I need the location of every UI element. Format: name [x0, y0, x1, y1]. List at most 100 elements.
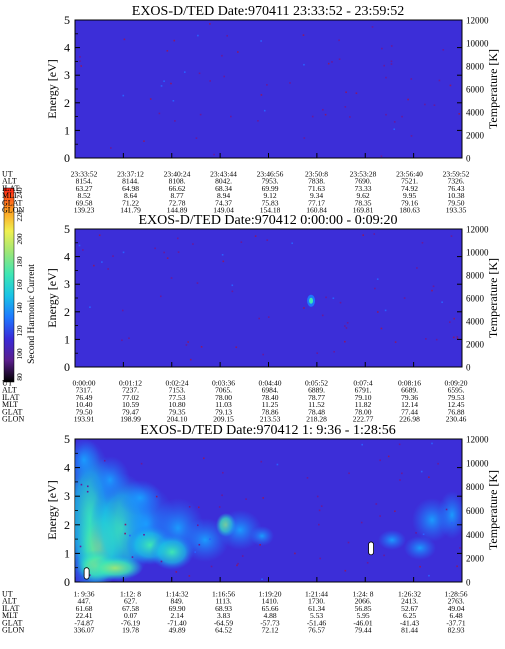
- table-cell: 79.53: [448, 393, 465, 402]
- noise-speck: [394, 510, 396, 513]
- colorbar-tick-label: 80: [15, 373, 24, 381]
- table-row-label: GLAT: [2, 407, 23, 416]
- table-cell: 78.00: [355, 407, 372, 416]
- table-cell: 49.89: [169, 626, 186, 635]
- table-cell: 11.03: [215, 400, 232, 409]
- noise-speck: [435, 338, 438, 341]
- table-row-label: GLAT: [2, 618, 23, 627]
- table-cell: 69.58: [76, 198, 93, 207]
- panel-3-title: EXOS-D/TED Date:970412 1: 9:36 - 1:28:56: [140, 423, 395, 438]
- noise-speck: [306, 477, 309, 479]
- noise-speck: [344, 569, 347, 572]
- noise-speck: [331, 61, 333, 63]
- noise-speck: [231, 290, 234, 293]
- noise-speck: [174, 120, 176, 122]
- noise-speck: [175, 571, 178, 573]
- noise-speck: [385, 76, 387, 79]
- y-tick-label: 5: [64, 13, 70, 27]
- table-cell: 627.: [124, 597, 137, 606]
- noise-speck: [362, 234, 365, 236]
- y2-tick-label: 6000: [466, 85, 485, 95]
- y-tick-label: 1: [64, 546, 70, 560]
- table-cell: 226.98: [399, 415, 420, 424]
- table-cell: 78.77: [308, 393, 325, 402]
- table-cell: 0:03:36: [212, 379, 235, 388]
- noise-speck: [431, 442, 433, 445]
- noise-speck: [261, 578, 263, 581]
- table-cell: 64.52: [215, 626, 232, 635]
- table-cell: 193.35: [446, 206, 467, 215]
- noise-speck: [375, 503, 378, 505]
- table-cell: 1:21:44: [305, 590, 328, 599]
- table-cell: 1:26:32: [398, 590, 421, 599]
- table-cell: 230.46: [446, 415, 467, 424]
- panel-2-orbit-table: UT 0:00:00 0:01:12 0:02:24 0:03:36 0:04:40 0:0…: [2, 379, 468, 424]
- panel-2: EXOS-D/TED Date:970412 0:00:00 - 0:09:20…: [2, 213, 500, 424]
- y-tick-label: 4: [64, 41, 70, 55]
- noise-speck: [424, 103, 426, 106]
- panel-2-ylabel-right: Temperature [K]: [486, 258, 500, 338]
- y-tick-label: 1: [64, 332, 70, 346]
- table-cell: 75.83: [262, 198, 279, 207]
- noise-speck: [383, 64, 386, 67]
- noise-speck: [390, 45, 393, 47]
- noise-speck: [258, 317, 260, 320]
- noise-speck: [121, 339, 123, 342]
- noise-speck: [456, 336, 459, 338]
- table-cell: 79.13: [215, 407, 232, 416]
- noise-speck: [410, 135, 413, 137]
- noise-speck: [121, 309, 124, 312]
- noise-speck: [456, 565, 458, 568]
- table-cell: 11.52: [308, 400, 325, 409]
- table-cell: 7838.: [308, 177, 325, 186]
- noise-speck: [338, 39, 340, 42]
- table-cell: 7521.: [401, 177, 418, 186]
- panel-2-title: EXOS-D/TED Date:970412 0:00:00 - 0:09:20: [139, 213, 398, 228]
- noise-speck: [415, 532, 417, 534]
- table-row-label: GLON: [2, 626, 24, 635]
- table-cell: 78.40: [262, 393, 279, 402]
- noise-speck: [319, 557, 322, 560]
- table-cell: 77.17: [308, 198, 325, 207]
- y2-tick-label: 4000: [466, 317, 485, 327]
- noise-speck: [198, 506, 200, 509]
- y2-tick-label: 4000: [466, 108, 485, 118]
- noise-speck: [433, 104, 436, 106]
- noise-speck: [437, 462, 439, 465]
- panel-3-orbit-table: UT 1: 9:36 1:12: 8 1:14:32 1:16:56 1:19:20 1:2…: [2, 590, 468, 635]
- table-cell: 23:33:52: [71, 170, 98, 179]
- noise-speck: [403, 297, 406, 299]
- noise-speck: [438, 79, 441, 82]
- table-cell: 2413.: [401, 597, 418, 606]
- table-cell: 7237.: [122, 386, 139, 395]
- noise-speck: [266, 239, 269, 241]
- noise-speck: [442, 49, 445, 51]
- table-cell: 8.52: [77, 191, 90, 200]
- panel-3-ylabel: Energy [eV]: [45, 480, 59, 539]
- table-cell: 6984.: [262, 386, 279, 395]
- noise-speck: [209, 23, 211, 25]
- table-cell: 77.53: [169, 393, 186, 402]
- table-row-label: UT: [2, 379, 13, 388]
- noise-speck: [458, 113, 461, 115]
- table-row-label: GLON: [2, 415, 24, 424]
- table-cell: -41.43: [400, 618, 420, 627]
- table-cell: 67.58: [122, 604, 139, 613]
- noise-speck: [78, 244, 81, 247]
- noise-speck: [170, 82, 172, 85]
- noise-speck: [302, 34, 305, 36]
- table-cell: 9.62: [356, 191, 369, 200]
- noise-speck: [163, 80, 165, 83]
- noise-speck: [129, 534, 131, 537]
- noise-speck: [123, 38, 126, 41]
- noise-speck: [381, 47, 383, 50]
- table-cell: 69.90: [169, 604, 186, 613]
- noise-speck: [254, 235, 257, 237]
- colorbar-ticks: 80 100 120 140 160 180 200 220 240: [15, 187, 24, 381]
- noise-speck: [453, 317, 456, 320]
- noise-speck: [347, 541, 350, 544]
- noise-speck: [428, 574, 430, 577]
- table-cell: 78.86: [262, 407, 279, 416]
- table-cell: 63.27: [76, 184, 93, 193]
- table-row-label: ILAT: [2, 604, 19, 613]
